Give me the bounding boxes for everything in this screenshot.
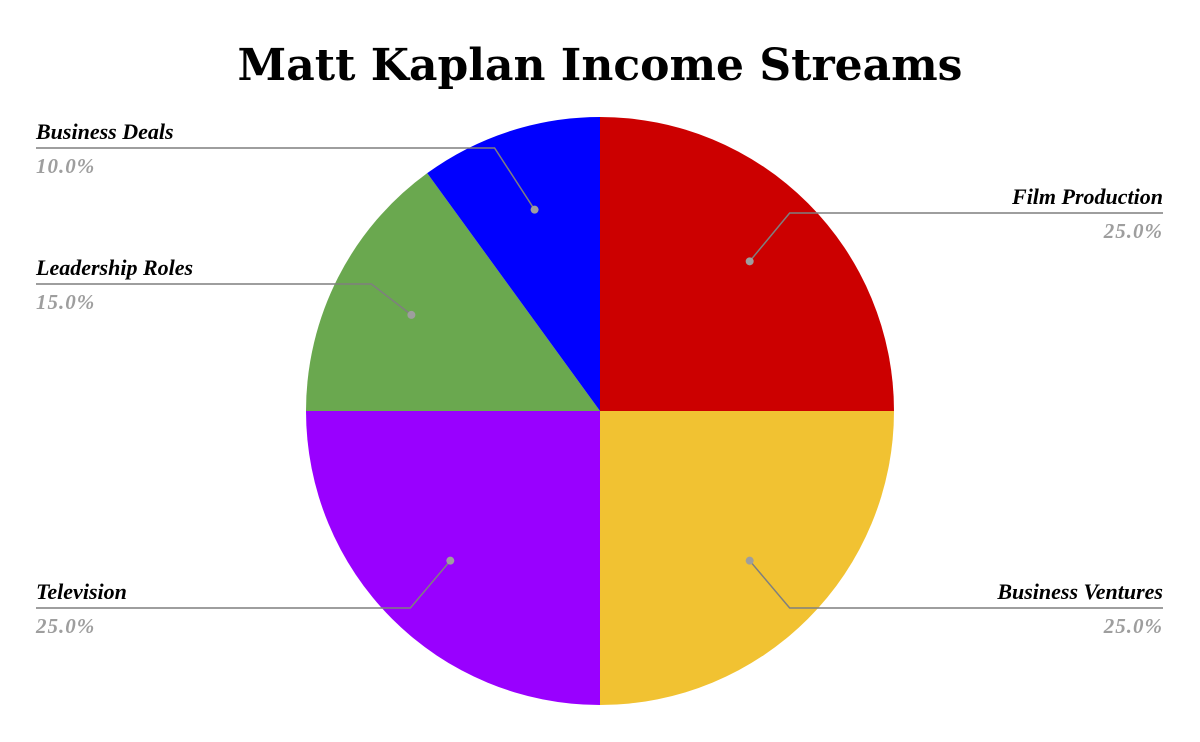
leader-line (36, 560, 451, 609)
slice-percent-label: 25.0% (1103, 614, 1163, 638)
slice-label: Leadership Roles (35, 255, 193, 280)
leader-line (749, 560, 1163, 609)
chart-title: Matt Kaplan Income Streams (238, 40, 963, 91)
slice-label: Business Deals (35, 119, 174, 144)
slice-percent-label: 25.0% (1103, 219, 1163, 243)
leader-line (36, 147, 536, 211)
leader-line (36, 283, 412, 316)
slice-label: Television (36, 579, 127, 604)
pie-slice-leadership-roles (306, 173, 600, 411)
slice-percent-label: 25.0% (35, 614, 95, 638)
leader-dot (745, 556, 754, 565)
leader-dot (530, 205, 539, 214)
leader-dot (745, 257, 754, 266)
pie-labels: Film Production 25.0% Business Ventures 25.… (35, 119, 1163, 638)
slice-percent-label: 10.0% (36, 154, 95, 178)
pie-slice-business-deals (427, 117, 600, 411)
pie-slices (306, 117, 894, 705)
leader-dot (446, 556, 455, 565)
slice-label: Film Production (1011, 184, 1163, 209)
slice-label: Business Ventures (996, 579, 1163, 604)
leader-line (749, 212, 1163, 262)
slice-percent-label: 15.0% (36, 290, 95, 314)
leader-dot (407, 310, 416, 319)
